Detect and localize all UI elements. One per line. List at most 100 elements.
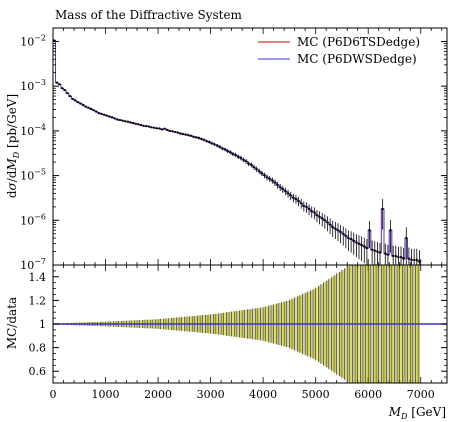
data-point [352, 232, 355, 255]
data-point [82, 103, 85, 107]
data-point [118, 118, 122, 122]
data-point-marker [213, 143, 216, 146]
data-point-marker [365, 246, 368, 250]
data-point-marker [302, 204, 305, 207]
data-point-marker [192, 135, 195, 138]
data-point [79, 102, 82, 105]
data-point [55, 81, 59, 84]
data-point [179, 132, 182, 135]
data-point-marker [71, 97, 74, 100]
data-point-marker [266, 176, 269, 179]
data-point [344, 228, 347, 249]
data-point [226, 149, 229, 153]
data-point-marker [166, 128, 169, 131]
data-point [371, 240, 374, 265]
data-point [237, 154, 240, 159]
data-point-marker [234, 153, 237, 156]
data-point-marker [210, 142, 213, 145]
data-point [294, 195, 298, 204]
data-point [310, 206, 313, 218]
data-point [266, 174, 269, 181]
data-point-marker [221, 147, 224, 150]
data-point [263, 172, 266, 179]
data-point-marker [268, 177, 271, 180]
data-point [315, 210, 319, 223]
main-y-axis-label: dσ/dMD [pb/GeV] [5, 94, 21, 198]
data-point-marker [168, 129, 171, 132]
data-point-marker [76, 101, 80, 104]
data-point [415, 248, 418, 265]
data-point [329, 218, 332, 234]
main-plot: 10−7 10−6 10−5 10−4 10−3 10−2 [20, 27, 448, 272]
data-point [150, 126, 153, 129]
data-point-marker [321, 217, 324, 220]
data-point-marker [218, 145, 221, 148]
data-point [213, 142, 216, 146]
data-point-marker [355, 241, 358, 244]
data-point [355, 234, 358, 258]
data-point [205, 139, 208, 143]
data-point-marker [160, 128, 164, 131]
data-point-marker [79, 102, 82, 105]
data-point [181, 132, 185, 136]
data-point-marker [273, 181, 277, 184]
main-plot-marks [53, 39, 421, 265]
data-point [410, 248, 413, 265]
data-point-marker [124, 120, 127, 123]
data-point [297, 196, 300, 207]
data-point-marker [368, 229, 371, 232]
data-point-marker [66, 92, 69, 95]
data-point [92, 109, 95, 112]
data-point [347, 230, 350, 252]
data-point-marker [153, 126, 156, 129]
ratio-y-tick-label: 1.4 [29, 271, 47, 284]
data-point-marker [381, 207, 384, 210]
data-point-marker [69, 95, 72, 98]
data-point-marker [113, 117, 116, 120]
data-point-marker [329, 223, 332, 226]
data-point-marker [179, 132, 182, 135]
data-point-marker [63, 88, 66, 92]
data-point-marker [407, 257, 410, 260]
data-point [155, 127, 158, 130]
data-point-marker [394, 254, 397, 257]
data-point-marker [310, 210, 313, 213]
data-point-marker [116, 118, 119, 121]
data-point-marker [371, 248, 374, 251]
data-point [378, 242, 382, 265]
data-point [58, 83, 61, 86]
data-point [313, 207, 316, 220]
data-point-marker [126, 120, 129, 123]
data-point-marker [118, 118, 122, 122]
data-point [292, 193, 295, 203]
data-point [76, 101, 80, 104]
data-point [63, 88, 66, 92]
data-point-marker [347, 237, 350, 240]
data-point-marker [239, 156, 242, 159]
data-point-marker [413, 258, 416, 261]
data-point-marker [334, 227, 337, 230]
data-point-marker [260, 172, 263, 175]
main-y-tick-label: 10−3 [20, 78, 46, 93]
data-point-marker [90, 107, 93, 110]
data-point [399, 246, 403, 265]
data-point [376, 242, 379, 265]
legend-label-p6dwsdedge: MC (P6DWSDedge) [297, 52, 417, 66]
data-point [273, 179, 277, 187]
data-point [210, 141, 213, 145]
data-point-marker [145, 125, 148, 128]
data-point-marker [263, 174, 266, 177]
x-tick-label: 6000 [354, 388, 382, 401]
data-point [176, 131, 179, 134]
data-point [126, 120, 129, 123]
data-point [61, 87, 64, 90]
data-point-marker [226, 149, 229, 153]
data-point-marker [108, 115, 111, 118]
data-point [284, 187, 287, 196]
main-y-tick-label: 10−7 [20, 257, 46, 272]
data-point [339, 224, 342, 244]
data-point [163, 127, 166, 130]
data-point [331, 220, 334, 238]
data-point [368, 221, 371, 249]
